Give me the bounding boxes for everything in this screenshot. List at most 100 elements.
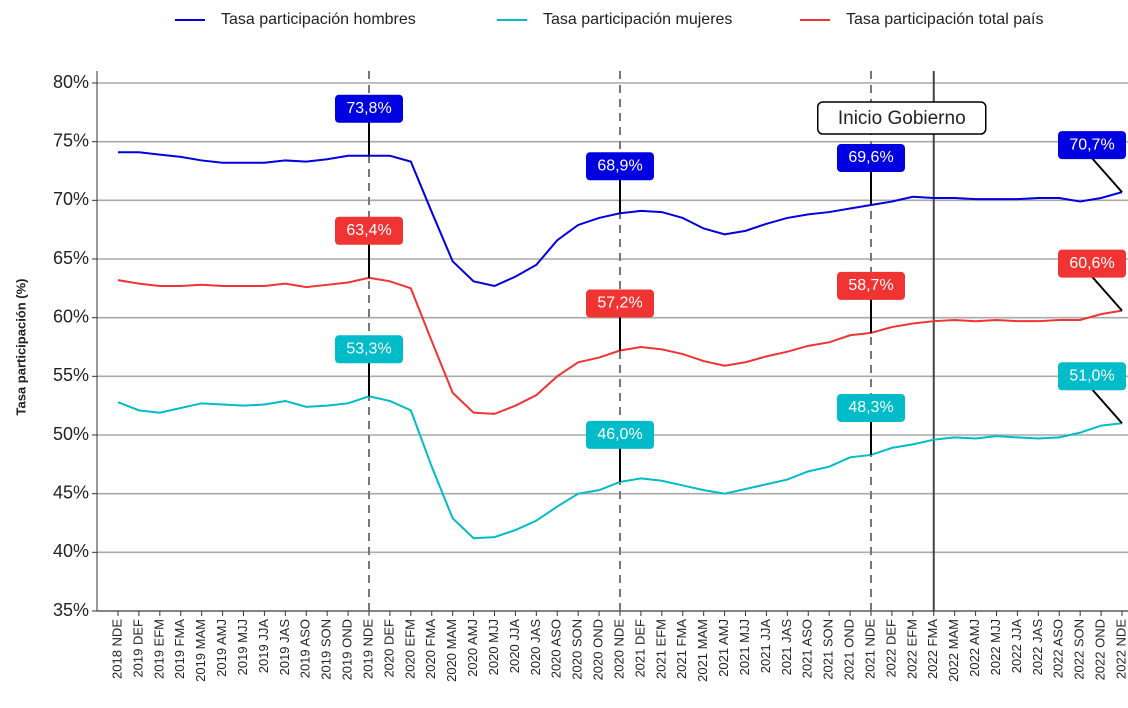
- legend-label: Tasa participación total país: [846, 11, 1043, 28]
- x-tick-label: 2022 DEF: [883, 619, 898, 678]
- x-tick-label: 2022 JJA: [1009, 619, 1024, 674]
- data-label-text: 57,2%: [597, 295, 642, 312]
- x-tick-label: 2022 ASO: [1051, 619, 1066, 678]
- data-label: 73,8%: [335, 94, 403, 156]
- label-leader: [1091, 388, 1123, 424]
- legend-item: Tasa participación hombres: [175, 11, 416, 28]
- data-label-text: 58,7%: [848, 277, 893, 294]
- label-box: [586, 289, 654, 318]
- label-box: [1058, 131, 1126, 160]
- x-tick-label: 2021 FMA: [674, 619, 689, 679]
- x-tick-label: 2020 MAM: [444, 619, 459, 682]
- y-tick-label: 70%: [53, 189, 89, 209]
- label-box: [335, 216, 403, 245]
- y-tick-label: 55%: [53, 365, 89, 385]
- y-tick-label: 50%: [53, 424, 89, 444]
- x-tick-label: 2019 NDE: [360, 619, 375, 679]
- x-tick-label: 2019 EFM: [151, 619, 166, 679]
- data-label: 70,7%: [1058, 131, 1126, 193]
- data-label: 46,0%: [586, 420, 654, 482]
- x-tick-label: 2022 SON: [1072, 619, 1087, 680]
- legend-item: Tasa participación mujeres: [497, 11, 732, 28]
- y-tick-label: 75%: [53, 130, 89, 150]
- data-label: 69,6%: [837, 144, 905, 206]
- data-label-text: 69,6%: [848, 149, 893, 166]
- x-tick-label: 2019 OND: [340, 619, 355, 680]
- legend-label: Tasa participación mujeres: [543, 11, 732, 28]
- annotation-text: Inicio Gobierno: [838, 108, 966, 129]
- x-tick-label: 2020 NDE: [611, 619, 626, 679]
- label-box: [586, 152, 654, 181]
- x-tick-label: 2019 ASO: [298, 619, 313, 678]
- data-label-text: 63,4%: [346, 222, 391, 239]
- x-tick-label: 2021 ASO: [800, 619, 815, 678]
- data-label: 53,3%: [335, 335, 403, 397]
- data-label: 48,3%: [837, 393, 905, 455]
- annotation: Inicio Gobierno: [817, 101, 987, 135]
- data-label: 63,4%: [335, 216, 403, 278]
- x-tick-label: 2020 ASO: [549, 619, 564, 678]
- data-label: 68,9%: [586, 152, 654, 214]
- x-tick-label: 2019 JJA: [256, 619, 271, 674]
- x-tick-label: 2019 JAS: [277, 619, 292, 676]
- x-tick-label: 2022 MJJ: [988, 619, 1003, 675]
- label-box: [1058, 362, 1126, 391]
- data-label-text: 60,6%: [1069, 255, 1114, 272]
- x-tick-label: 2021 SON: [821, 619, 836, 680]
- label-box: [837, 393, 905, 422]
- x-tick-label: 2020 JAS: [528, 619, 543, 676]
- label-box: [335, 335, 403, 364]
- y-axis-label: Tasa participación (%): [13, 278, 28, 415]
- x-tick-label: 2020 FMA: [423, 619, 438, 679]
- y-tick-label: 35%: [53, 600, 89, 620]
- data-label-text: 70,7%: [1069, 136, 1114, 153]
- legend-item: Tasa participación total país: [800, 11, 1043, 28]
- x-tick-label: 2020 DEF: [381, 619, 396, 678]
- data-label: 60,6%: [1058, 249, 1126, 312]
- x-tick-label: 2022 EFM: [904, 619, 919, 679]
- x-tick-label: 2020 SON: [570, 619, 585, 680]
- x-tick-label: 2022 OND: [1093, 619, 1108, 680]
- label-leader: [1091, 157, 1123, 193]
- x-tick-label: 2019 FMA: [172, 619, 187, 679]
- label-box: [335, 94, 403, 123]
- x-tick-label: 2020 OND: [591, 619, 606, 680]
- x-tick-label: 2022 AMJ: [967, 619, 982, 677]
- x-tick-label: 2022 JAS: [1030, 619, 1045, 676]
- data-label: 51,0%: [1058, 362, 1126, 424]
- legend-label: Tasa participación hombres: [221, 11, 416, 28]
- label-box: [586, 420, 654, 449]
- y-tick-label: 40%: [53, 541, 89, 561]
- x-tick-label: 2021 AMJ: [716, 619, 731, 677]
- x-tick-label: 2021 MJJ: [737, 619, 752, 675]
- annotation-box: [817, 101, 987, 135]
- y-tick-label: 45%: [53, 482, 89, 502]
- label-box: [1058, 249, 1126, 278]
- x-tick-label: 2019 DEF: [130, 619, 145, 678]
- data-label-text: 51,0%: [1069, 367, 1114, 384]
- label-leader: [1091, 275, 1123, 312]
- x-tick-label: 2021 OND: [842, 619, 857, 680]
- x-tick-label: 2021 DEF: [632, 619, 647, 678]
- x-tick-label: 2021 NDE: [862, 619, 877, 679]
- x-tick-label: 2019 MJJ: [235, 619, 250, 675]
- y-tick-label: 60%: [53, 306, 89, 326]
- x-tick-label: 2021 MAM: [695, 619, 710, 682]
- x-tick-label: 2021 JJA: [758, 619, 773, 674]
- x-tick-label: 2021 JAS: [779, 619, 794, 676]
- x-tick-label: 2020 JJA: [507, 619, 522, 674]
- label-box: [837, 271, 905, 300]
- x-tick-label: 2022 MAM: [946, 619, 961, 682]
- data-label-text: 46,0%: [597, 426, 642, 443]
- x-tick-label: 2022 FMA: [925, 619, 940, 679]
- x-tick-label: 2020 EFM: [402, 619, 417, 679]
- label-box: [837, 144, 905, 173]
- data-label: 58,7%: [837, 271, 905, 333]
- x-tick-label: 2022 NDE: [1113, 619, 1128, 679]
- x-tick-label: 2021 EFM: [653, 619, 668, 679]
- y-tick-label: 65%: [53, 248, 89, 268]
- data-label-text: 73,8%: [346, 100, 391, 117]
- x-tick-label: 2019 AMJ: [214, 619, 229, 677]
- x-tick-label: 2019 SON: [319, 619, 334, 680]
